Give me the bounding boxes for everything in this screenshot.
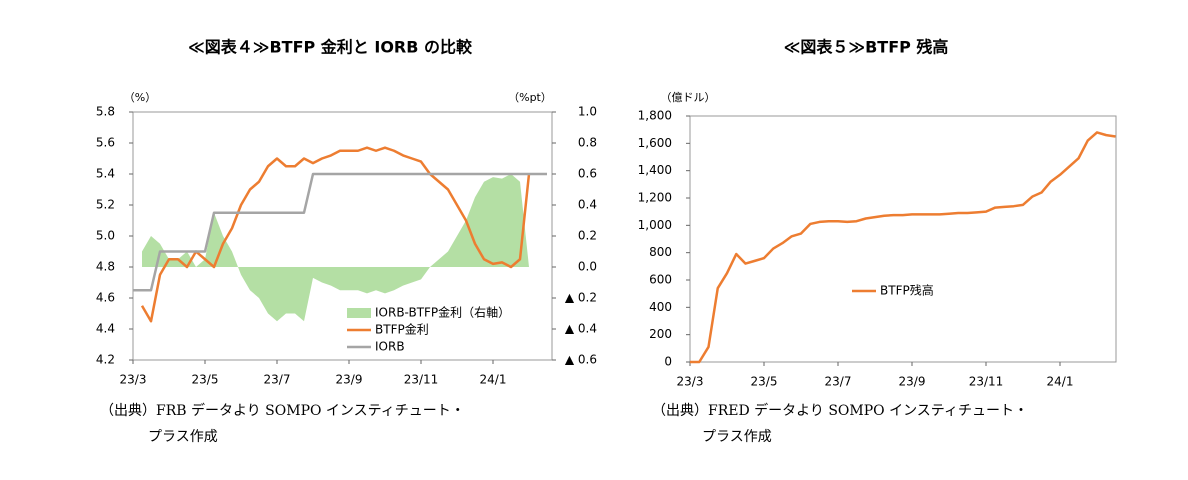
source-note: プラス作成 — [702, 429, 772, 445]
x-tick-label: 23/11 — [969, 375, 1004, 389]
y-tick-label: 5.4 — [96, 167, 115, 181]
legend-label: IORB — [375, 340, 405, 354]
y-tick-label: 4.4 — [96, 322, 115, 336]
chart: ≪図表５≫BTFP 残高 （億ドル） 0 200 400 600 800 1,000 1,200… — [638, 38, 1117, 445]
chart: ≪図表４≫BTFP 金利と IORB の比較 （%） （%pt） 4.2 4.4 4.6 4… — [96, 38, 597, 446]
y-tick-label: 5.8 — [96, 105, 115, 119]
y-tick-label: 1,000 — [638, 218, 672, 232]
plot-frame — [689, 115, 1117, 363]
y-tick-label: 1,600 — [638, 136, 672, 150]
line — [690, 131, 1116, 364]
y2-tick-label: 0.4 — [578, 198, 597, 212]
x-tick-label: 23/11 — [404, 373, 439, 387]
y-tick-label: 4.2 — [96, 353, 115, 367]
y-tick-label: 5.2 — [96, 198, 115, 212]
y2-tick-label: 0.6 — [578, 167, 597, 181]
x-tick-label: 24/1 — [1047, 375, 1074, 389]
y-axis-unit: （億ドル） — [661, 91, 716, 104]
y-tick-label: 0 — [664, 355, 672, 369]
y-axis-unit: （%） — [124, 91, 156, 104]
area — [142, 174, 529, 322]
x-tick-label: 23/5 — [751, 375, 778, 389]
y-tick-label: 5.0 — [96, 229, 115, 243]
y-tick-label: 600 — [649, 273, 672, 287]
y-tick-label: 1,400 — [638, 163, 672, 177]
legend-label: IORB-BTFP金利（右軸） — [375, 305, 510, 320]
y2-tick-label: 0.8 — [578, 136, 597, 150]
x-tick-label: 24/1 — [480, 373, 507, 387]
y2-axis-unit: （%pt） — [508, 91, 552, 104]
y2-tick-label: ▲ 0.2 — [565, 291, 597, 305]
source-note: プラス作成 — [148, 429, 218, 445]
y2-tick-label: ▲ 0.4 — [565, 322, 597, 336]
y-tick-label: 1,200 — [638, 191, 672, 205]
x-tick-label: 23/5 — [192, 373, 219, 387]
y-tick-label: 4.8 — [96, 260, 115, 274]
y2-tick-label: 1.0 — [578, 105, 597, 119]
x-tick-label: 23/3 — [120, 373, 147, 387]
chart-title: ≪図表５≫BTFP 残高 — [784, 38, 949, 57]
legend-label: BTFP金利 — [375, 322, 429, 337]
y-tick-label: 200 — [649, 327, 672, 341]
y2-tick-label: ▲ 0.6 — [565, 353, 597, 367]
source-note: （出典）FRB データより SOMPO インスティチュート・ — [100, 402, 465, 419]
legend-swatch — [347, 308, 371, 318]
y-tick-label: 1,800 — [638, 109, 672, 123]
y-tick-label: 4.6 — [96, 291, 115, 305]
x-tick-label: 23/7 — [825, 375, 852, 389]
legend-label: BTFP残高 — [880, 283, 934, 298]
line — [133, 172, 547, 292]
y-tick-label: 400 — [649, 300, 672, 314]
x-tick-label: 23/7 — [264, 373, 291, 387]
source-note: （出典）FRED データより SOMPO インスティチュート・ — [652, 402, 1028, 419]
y2-tick-label: 0.0 — [578, 260, 597, 274]
y-tick-label: 5.6 — [96, 136, 115, 150]
y2-tick-label: 0.2 — [578, 229, 597, 243]
line — [140, 146, 531, 323]
y-tick-label: 800 — [649, 245, 672, 259]
x-tick-label: 23/9 — [899, 375, 926, 389]
chart-title: ≪図表４≫BTFP 金利と IORB の比較 — [188, 38, 473, 57]
x-tick-label: 23/9 — [336, 373, 363, 387]
x-tick-label: 23/3 — [677, 375, 704, 389]
